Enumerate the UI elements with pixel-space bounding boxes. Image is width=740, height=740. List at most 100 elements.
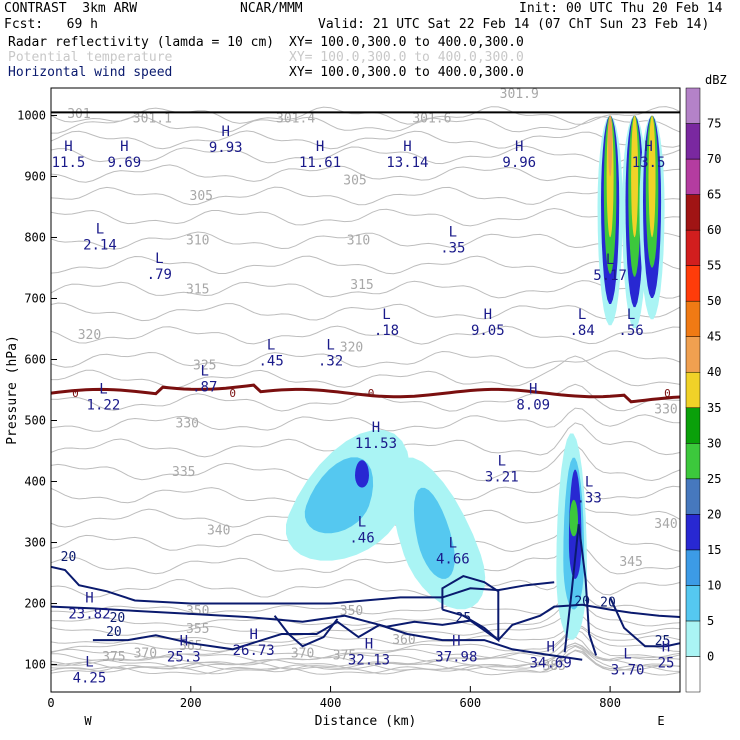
zero-contour-label: 0 (664, 387, 671, 400)
extremum-value: 25.3 (167, 649, 201, 665)
extremum-value: 11.53 (355, 436, 397, 452)
colorbar-swatch (686, 372, 700, 408)
echo-surface-peak (649, 116, 656, 237)
y-tick-label: 900 (24, 169, 46, 183)
extremum-value: 11.61 (299, 155, 341, 171)
colorbar-level-label: 30 (707, 436, 721, 450)
colorbar-swatch (686, 230, 700, 266)
colorbar-level-label: 55 (707, 259, 721, 273)
y-tick-label: 200 (24, 597, 46, 611)
y-tick-label: 600 (24, 352, 46, 366)
extremum-value: 13.5 (632, 155, 666, 171)
extremum-value: 9.93 (209, 140, 243, 156)
wind-contour-label: 20 (574, 594, 590, 609)
extremum-value: .87 (192, 380, 217, 396)
y-tick-label: 700 (24, 291, 46, 305)
extremum-value: 26.73 (233, 643, 275, 659)
extremum-marker: H (529, 381, 537, 397)
x-tick-label: 800 (599, 696, 621, 710)
extremum-marker: L (623, 647, 631, 663)
extremum-value: 37.98 (435, 649, 477, 665)
colorbar-level-label: 10 (707, 578, 721, 592)
colorbar-swatch (686, 443, 700, 479)
extremum-value: 25 (658, 655, 675, 671)
colorbar-swatch (686, 124, 700, 160)
cross-section-chart: 3753703653703753853603553503503453453403… (0, 0, 740, 740)
colorbar-swatch (686, 159, 700, 195)
theta-contour-label: 305 (190, 189, 213, 204)
colorbar-level-label: 15 (707, 543, 721, 557)
extremum-marker: H (120, 139, 128, 155)
extremum-value: .18 (374, 323, 399, 339)
colorbar-level-label: 20 (707, 507, 721, 521)
colorbar-level-label: 60 (707, 223, 721, 237)
extremum-value: .33 (576, 491, 601, 507)
extremum-marker: H (662, 639, 670, 655)
extremum-marker: L (85, 655, 93, 671)
theta-contour-label: 340 (207, 523, 230, 538)
theta-contour-label: 315 (186, 282, 209, 297)
extremum-marker: H (64, 139, 72, 155)
extremum-value: 1.22 (87, 397, 121, 413)
theta-contour-label: 340 (654, 517, 677, 532)
extremum-value: .46 (349, 530, 374, 546)
extremum-marker: L (585, 475, 593, 491)
theta-contour-label: 355 (186, 622, 209, 637)
extremum-value: 9.69 (108, 155, 142, 171)
theta-contour-label: 330 (176, 417, 199, 432)
theta-contour-label: 345 (619, 555, 642, 570)
extremum-value: .45 (259, 353, 284, 369)
extremum-marker: L (155, 251, 163, 267)
colorbar-level-label: 35 (707, 401, 721, 415)
wind-contour-label: 25 (456, 611, 472, 626)
theta-contour-label: 320 (340, 340, 363, 355)
extremum-marker: L (578, 307, 586, 323)
west-label: W (84, 714, 92, 728)
extremum-marker: L (326, 337, 334, 353)
extremum-value: 9.96 (502, 155, 536, 171)
extremum-value: .32 (318, 353, 343, 369)
colorbar-swatch (686, 585, 700, 621)
extremum-value: 9.05 (471, 323, 505, 339)
y-axis-title: Pressure (hPa) (5, 335, 20, 445)
extremum-marker: H (316, 139, 324, 155)
colorbar-swatch (686, 621, 700, 657)
y-tick-label: 300 (24, 536, 46, 550)
colorbar-swatch (686, 195, 700, 231)
theta-contour-label: 370 (291, 647, 314, 662)
x-axis-title: Distance (km) (315, 714, 417, 729)
extremum-marker: L (606, 252, 614, 268)
colorbar-unit: dBZ (705, 73, 727, 87)
wind-contour-label: 20 (110, 611, 126, 626)
extremum-marker: H (365, 636, 373, 652)
theta-contour-label: 305 (343, 174, 366, 189)
extremum-value: .79 (147, 267, 172, 283)
extremum-marker: H (180, 633, 188, 649)
theta-contour-label: 335 (172, 465, 195, 480)
y-tick-label: 400 (24, 475, 46, 489)
colorbar-level-label: 5 (707, 614, 714, 628)
x-tick-label: 400 (320, 696, 342, 710)
extremum-marker: L (449, 536, 457, 552)
y-tick-label: 800 (24, 230, 46, 244)
extremum-value: .56 (618, 323, 643, 339)
zero-contour-label: 0 (72, 387, 79, 400)
colorbar-level-label: 50 (707, 294, 721, 308)
colorbar-swatch (686, 514, 700, 550)
theta-contour-label: 375 (102, 650, 125, 665)
extremum-marker: H (546, 639, 554, 655)
theta-contour-label: 301.1 (133, 112, 172, 127)
extremum-value: 4.25 (73, 671, 107, 687)
extremum-marker: L (201, 364, 209, 380)
extremum-value: 8.09 (516, 397, 550, 413)
colorbar-swatch (686, 88, 700, 124)
colorbar-level-label: 40 (707, 365, 721, 379)
colorbar-swatch (686, 479, 700, 515)
extremum-marker: L (449, 225, 457, 241)
extremum-value: 4.66 (436, 552, 470, 568)
extremum-value: 5.17 (593, 268, 627, 284)
colorbar-swatch (686, 301, 700, 337)
extremum-value: 23.82 (68, 607, 110, 623)
extremum-value: 34.69 (530, 655, 572, 671)
extremum-marker: H (249, 627, 257, 643)
